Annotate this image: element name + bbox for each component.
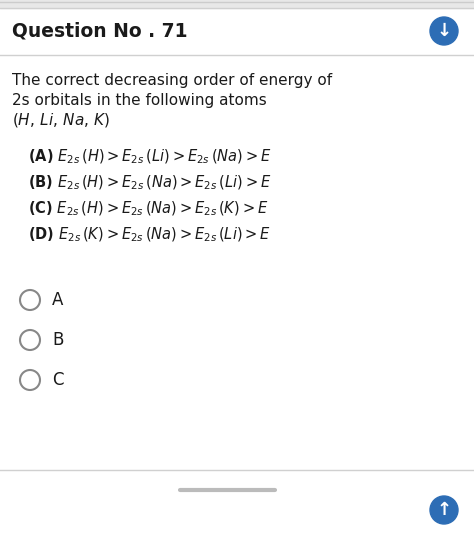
Text: B: B [52,331,64,349]
Text: The correct decreasing order of energy of: The correct decreasing order of energy o… [12,72,332,88]
Text: $\mathbf{(A)}\ E_{2s}\,(H) > E_{2s}\,(Li) > E_{2s}\,(Na) > E$: $\mathbf{(A)}\ E_{2s}\,(H) > E_{2s}\,(Li… [28,148,272,166]
Text: A: A [52,291,64,309]
Circle shape [430,496,458,524]
Text: $\mathbf{(B)}\ E_{2s}\,(H) > E_{2s}\,(Na) > E_{2s}\,(Li) > E$: $\mathbf{(B)}\ E_{2s}\,(H) > E_{2s}\,(Na… [28,174,272,192]
Text: ↑: ↑ [437,501,452,519]
Text: C: C [52,371,64,389]
Text: Question No . 71: Question No . 71 [12,21,188,40]
Text: $(H,\,Li,\,Na,\,K)$: $(H,\,Li,\,Na,\,K)$ [12,111,110,129]
Text: $\mathbf{(D)}\ E_{2s}\,(K) > E_{2s}\,(Na) > E_{2s}\,(Li) > E$: $\mathbf{(D)}\ E_{2s}\,(K) > E_{2s}\,(Na… [28,226,271,244]
Text: 2s orbitals in the following atoms: 2s orbitals in the following atoms [12,92,267,107]
Bar [0,0,474,8]
Text: $\mathbf{(C)}\ E_{2s}\,(H) > E_{2s}\,(Na) > E_{2s}\,(K) > E$: $\mathbf{(C)}\ E_{2s}\,(H) > E_{2s}\,(Na… [28,200,268,218]
Text: ↓: ↓ [437,22,452,40]
Circle shape [430,17,458,45]
